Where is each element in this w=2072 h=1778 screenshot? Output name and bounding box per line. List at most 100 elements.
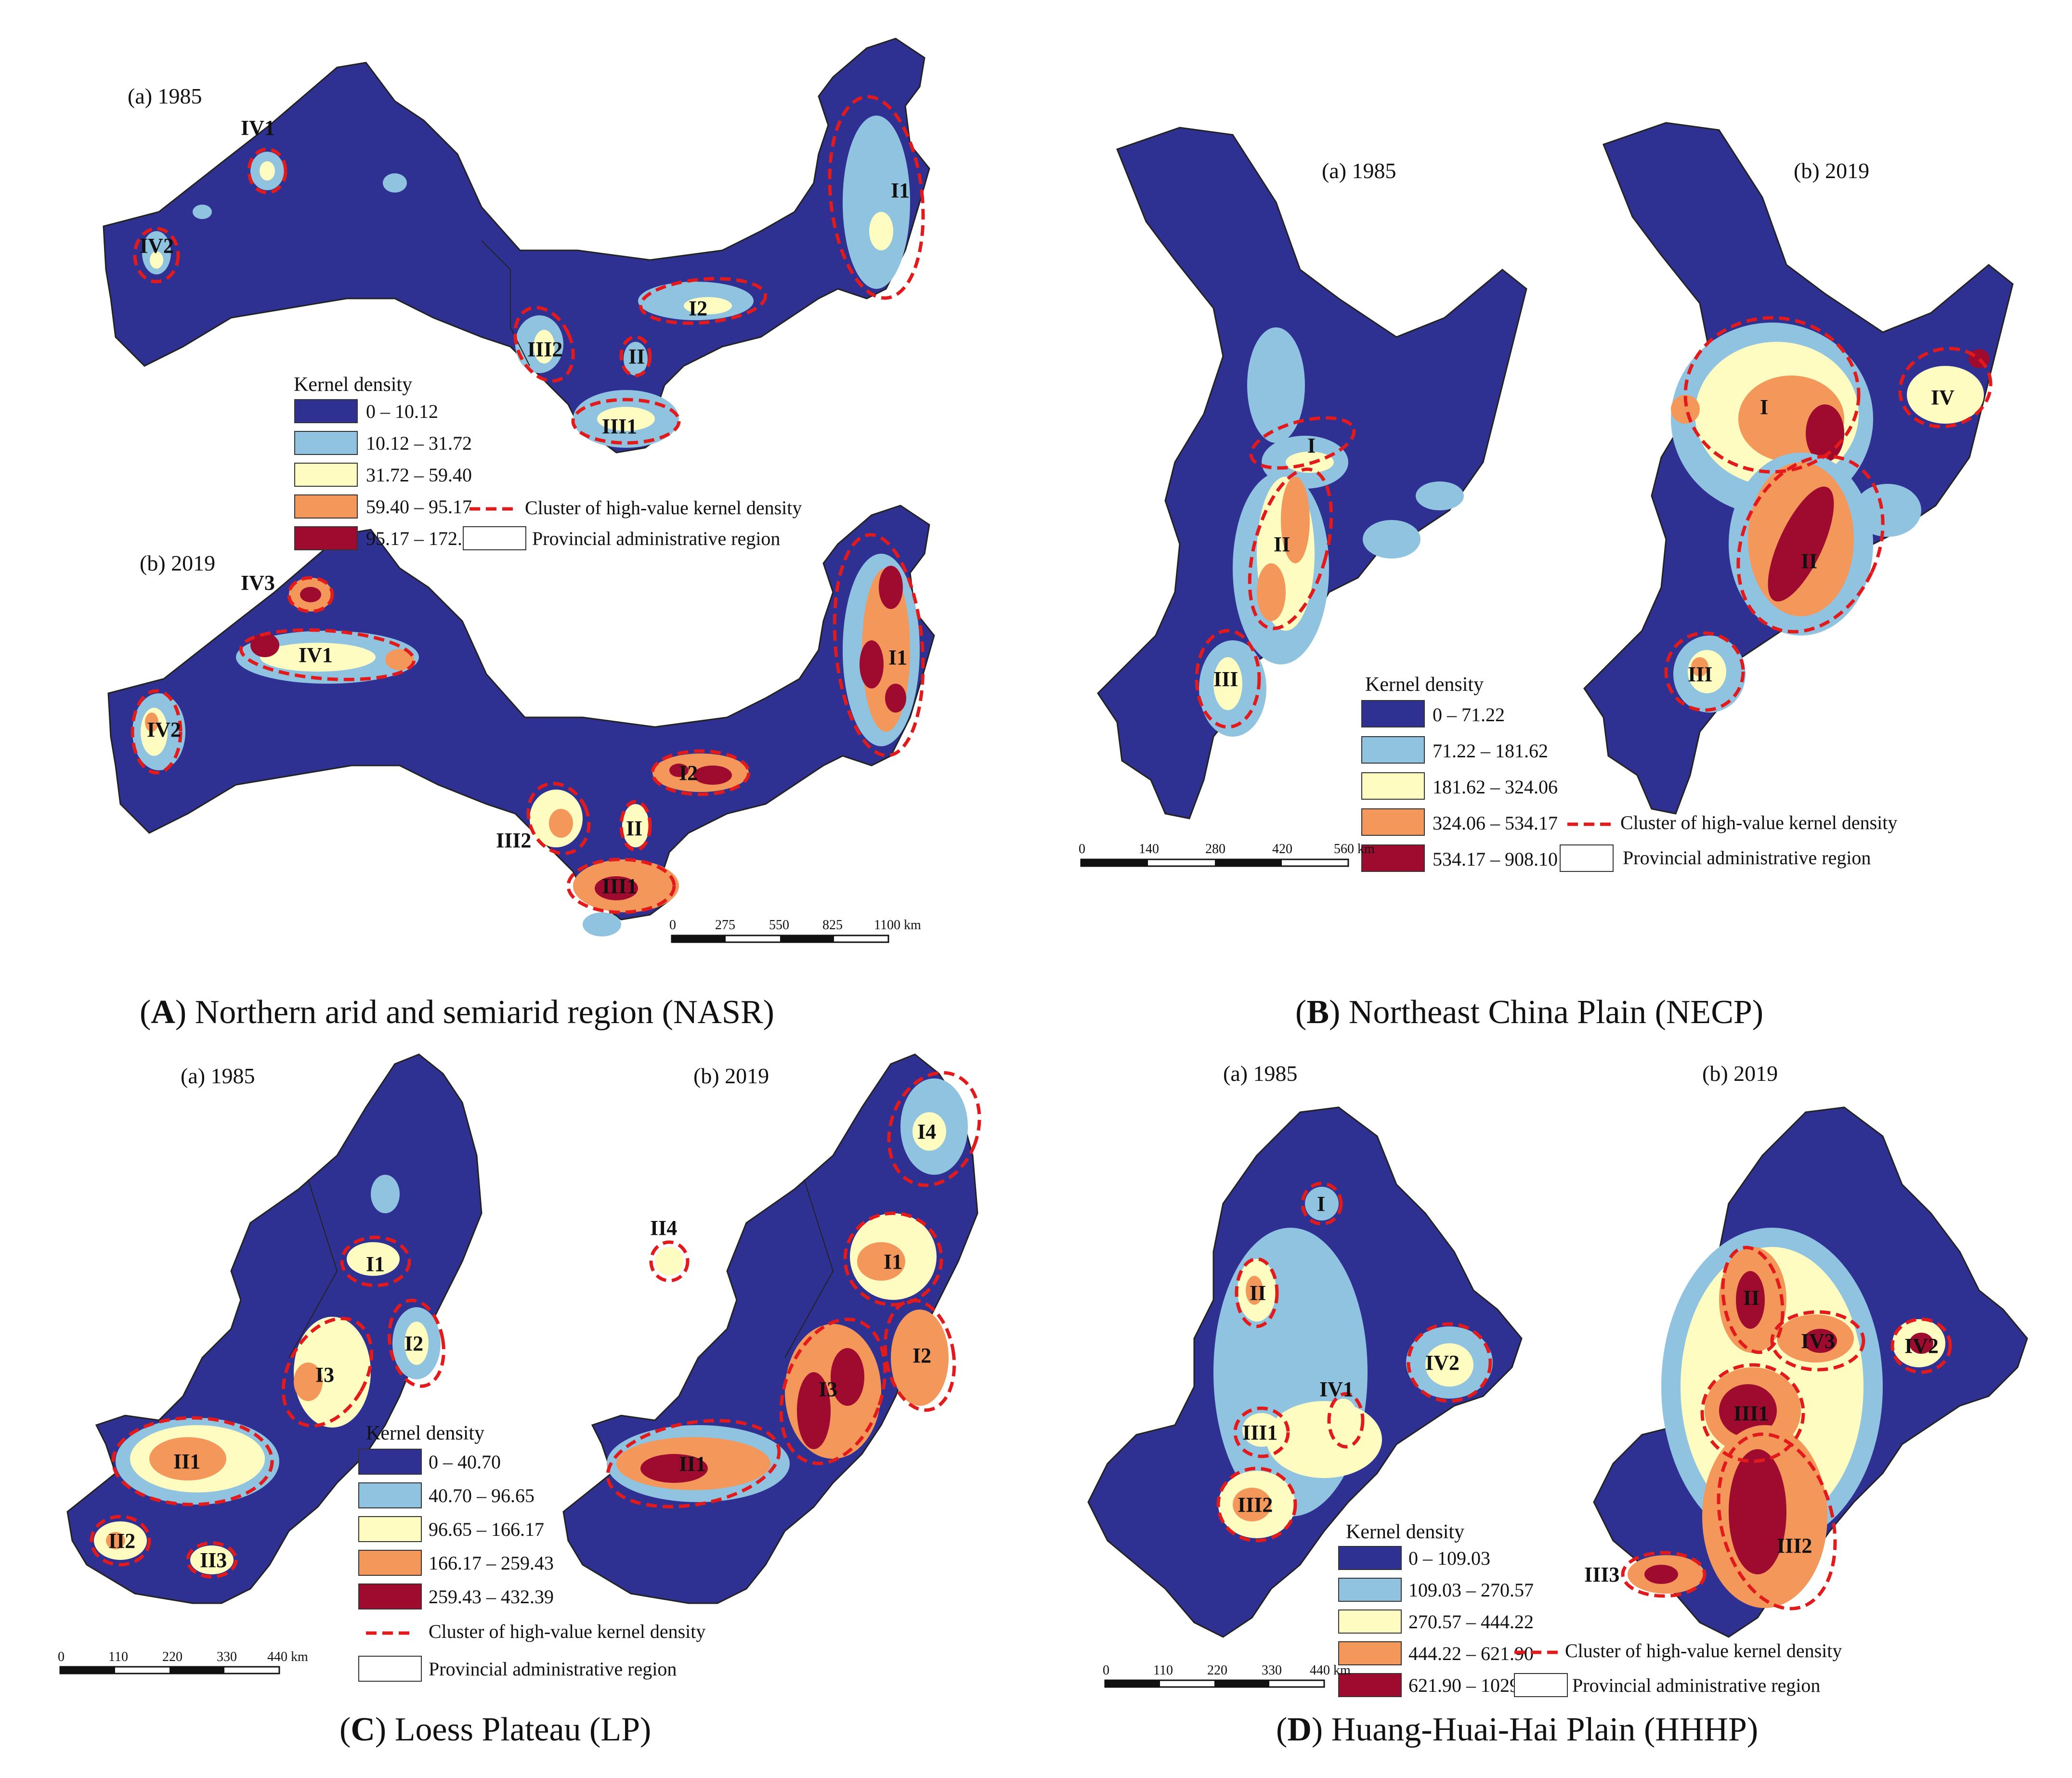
svg-text:I: I — [1307, 434, 1316, 457]
hhhp-2019-clusters — [1621, 1246, 1952, 1610]
svg-text:III3: III3 — [1584, 1563, 1619, 1586]
lp-2019-density-patches — [607, 1078, 968, 1502]
necp-1985-density-patches — [1199, 327, 1464, 737]
lp-scale-bar: 0 110 220 330 440 km — [58, 1649, 308, 1674]
svg-text:III2: III2 — [1238, 1493, 1273, 1517]
svg-text:330: 330 — [1262, 1663, 1282, 1678]
svg-text:I1: I1 — [366, 1252, 385, 1276]
lp-2019-cluster-labels: I4 II4 I1 I2 I3 II1 — [650, 1120, 936, 1476]
legend-province-label: Provincial administrative region — [532, 528, 780, 549]
cluster-label: I1 — [891, 179, 910, 202]
svg-text:444.22 – 621.90: 444.22 – 621.90 — [1408, 1643, 1534, 1664]
lp-1985-province-lines — [288, 1179, 338, 1358]
nasr-year-a: (a) 1985 — [128, 84, 202, 108]
hhhp-year-a: (a) 1985 — [1223, 1061, 1298, 1086]
svg-text:550: 550 — [769, 918, 789, 933]
necp-1985-cluster-labels: I II III — [1213, 434, 1316, 691]
svg-text:II2: II2 — [108, 1529, 135, 1553]
svg-text:0: 0 — [669, 918, 676, 933]
svg-text:0 – 40.70: 0 – 40.70 — [429, 1451, 501, 1473]
svg-text:0 – 109.03: 0 – 109.03 — [1408, 1547, 1490, 1569]
hhhp-1985-density-patches — [1213, 1187, 1493, 1538]
lp-year-a: (a) 1985 — [181, 1064, 255, 1088]
svg-text:III1: III1 — [1242, 1421, 1277, 1444]
cluster-label: III1 — [602, 415, 637, 438]
svg-text:534.17 – 908.10: 534.17 – 908.10 — [1433, 848, 1558, 870]
svg-text:II: II — [1250, 1281, 1266, 1305]
svg-text:825: 825 — [822, 918, 843, 933]
svg-text:II3: II3 — [200, 1548, 227, 1572]
svg-text:1100 km: 1100 km — [874, 918, 921, 933]
hhhp-2019-cluster-labels: II IV3 IV2 III1 III2 III3 — [1584, 1286, 1939, 1586]
necp-year-b: (b) 2019 — [1794, 158, 1869, 183]
lp-2019-clusters — [606, 1071, 981, 1508]
svg-text:420: 420 — [1272, 842, 1292, 857]
svg-text:II1: II1 — [679, 1452, 706, 1476]
svg-text:Kernel density: Kernel density — [366, 1422, 484, 1444]
svg-text:Cluster of high-value kernel d: Cluster of high-value kernel density — [429, 1621, 705, 1642]
nasr-2019-clusters — [130, 533, 925, 914]
svg-text:324.06 – 534.17: 324.06 – 534.17 — [1433, 812, 1558, 834]
svg-text:III2: III2 — [1777, 1534, 1812, 1557]
lp-2019-province-lines — [784, 1179, 834, 1358]
cluster-label: II — [628, 345, 645, 368]
svg-text:III: III — [1213, 667, 1238, 691]
svg-text:IV3: IV3 — [1801, 1329, 1835, 1353]
svg-text:I: I — [1760, 395, 1768, 419]
cluster-label: IV2 — [140, 234, 174, 258]
svg-text:I3: I3 — [315, 1363, 334, 1387]
svg-text:Provincial administrative regi: Provincial administrative region — [429, 1658, 677, 1680]
legend-class-1: 0 – 10.12 — [366, 401, 438, 422]
svg-text:71.22 – 181.62: 71.22 – 181.62 — [1433, 740, 1548, 762]
svg-text:III1: III1 — [1733, 1402, 1769, 1425]
svg-text:440 km: 440 km — [267, 1649, 308, 1664]
svg-text:I2: I2 — [404, 1332, 423, 1355]
nasr-1985-clusters — [133, 95, 925, 445]
legend-class-3: 31.72 – 59.40 — [366, 464, 472, 486]
svg-text:0: 0 — [1079, 842, 1085, 857]
legend-cluster-label: Cluster of high-value kernel density — [525, 497, 802, 519]
svg-text:IV2: IV2 — [1425, 1351, 1460, 1375]
panel-d-caption: (D) Huang-Huai-Hai Plain (HHHP) — [1276, 1711, 1758, 1748]
svg-text:109.03 – 270.57: 109.03 – 270.57 — [1408, 1579, 1534, 1601]
cluster-label: III1 — [602, 874, 637, 898]
necp-2019-clusters — [1664, 316, 1993, 712]
panel-d-map: I II IV2 IV1 III1 III2 (a) 1985 — [1087, 1061, 2028, 1748]
svg-text:III: III — [1688, 662, 1712, 686]
svg-text:0 – 71.22: 0 – 71.22 — [1433, 704, 1505, 726]
cluster-label: I1 — [888, 646, 907, 669]
svg-text:Provincial administrative regi: Provincial administrative region — [1572, 1674, 1820, 1696]
svg-text:270.57 – 444.22: 270.57 – 444.22 — [1408, 1611, 1534, 1633]
svg-text:I4: I4 — [917, 1120, 936, 1143]
svg-text:II: II — [1274, 532, 1290, 556]
lp-year-b: (b) 2019 — [693, 1064, 769, 1088]
svg-text:Kernel density: Kernel density — [1346, 1521, 1464, 1543]
legend-title: Kernel density — [294, 374, 412, 396]
panel-b-map: I II III (a) 1985 — [1079, 122, 2014, 1031]
cluster-label: III2 — [527, 337, 562, 361]
panel-b-caption: (B) Northeast China Plain (NECP) — [1295, 994, 1763, 1031]
nasr-1985-region — [103, 38, 930, 454]
lp-1985-clusters — [90, 1235, 445, 1579]
hhhp-legend: Kernel density 0 – 109.03 109.03 – 270.5… — [1338, 1521, 1842, 1697]
cluster-label: IV1 — [241, 116, 275, 140]
svg-text:166.17 – 259.43: 166.17 – 259.43 — [429, 1552, 554, 1574]
svg-text:Provincial administrative regi: Provincial administrative region — [1623, 847, 1871, 869]
legend-title: Kernel density — [1365, 674, 1484, 696]
svg-text:96.65 – 166.17: 96.65 – 166.17 — [429, 1518, 544, 1540]
svg-text:Cluster of high-value kernel d: Cluster of high-value kernel density — [1620, 812, 1897, 833]
svg-text:220: 220 — [162, 1649, 182, 1664]
cluster-label: IV1 — [299, 643, 333, 667]
nasr-2019-density-patches — [132, 554, 920, 936]
svg-text:IV2: IV2 — [1904, 1334, 1939, 1358]
hhhp-1985-clusters — [1216, 1181, 1492, 1543]
hhhp-1985-cluster-labels: I II IV2 IV1 III1 III2 — [1238, 1192, 1460, 1517]
svg-text:40.70 – 96.65: 40.70 – 96.65 — [429, 1485, 534, 1506]
panel-a-caption: (A) Northern arid and semiarid region (N… — [140, 994, 774, 1031]
svg-text:II: II — [1743, 1286, 1759, 1310]
necp-legend: Kernel density 0 – 71.22 71.22 – 181.62 … — [1361, 674, 1897, 872]
svg-text:275: 275 — [715, 918, 735, 933]
legend-class-4: 59.40 – 95.17 — [366, 496, 472, 518]
svg-text:0: 0 — [1103, 1663, 1109, 1678]
nasr-1985-density-patches — [142, 116, 910, 448]
